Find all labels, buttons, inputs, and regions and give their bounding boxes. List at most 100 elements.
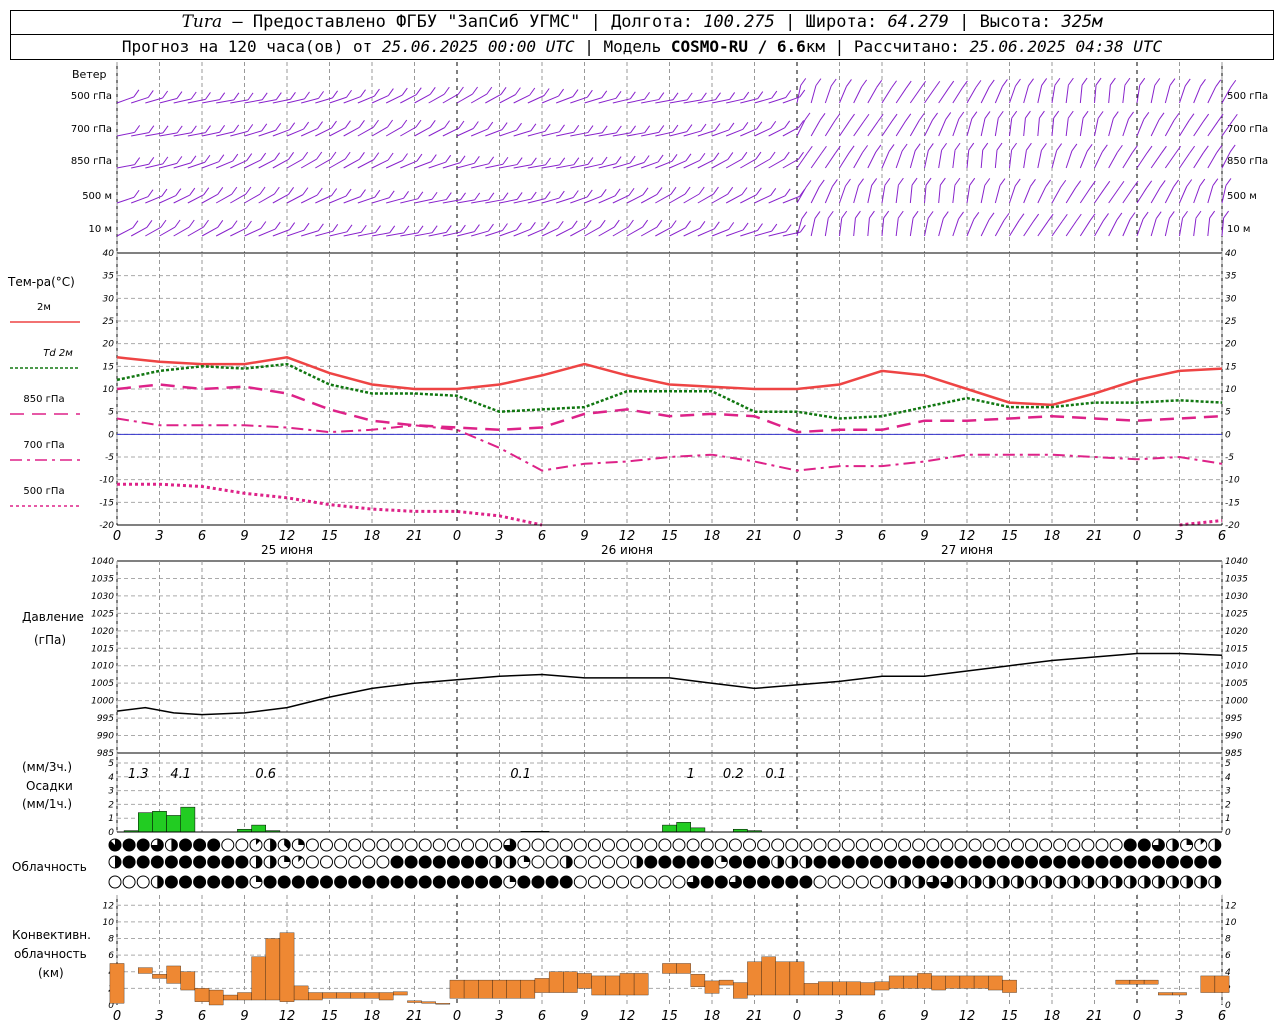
wind-barb xyxy=(810,120,821,137)
wind-barb xyxy=(173,162,192,169)
wind-barb xyxy=(456,162,475,169)
wind-barb-flag xyxy=(755,187,762,196)
cloud-octa-sector xyxy=(1214,839,1221,851)
wind-barb-flag xyxy=(925,177,932,186)
cloud-octa-fill xyxy=(1138,856,1151,868)
wind-barb-flag xyxy=(962,80,968,89)
cloud-octa-circle xyxy=(376,855,390,869)
wind-barb-flag xyxy=(162,156,169,165)
cloud-octa-circle xyxy=(982,838,996,852)
cloud-octa-fill xyxy=(757,856,770,868)
cloud-octa-circle xyxy=(334,838,348,852)
wind-barb xyxy=(471,199,489,204)
wind-barb-flag xyxy=(656,187,663,195)
wind-barb xyxy=(994,118,999,137)
wind-barb xyxy=(810,186,820,204)
temp-series-3 xyxy=(116,417,1223,472)
wind-barb-flag xyxy=(1097,111,1104,119)
cloud-octa-circle xyxy=(813,838,827,852)
wind-barb-flag xyxy=(587,157,594,165)
wind-barb xyxy=(428,93,445,104)
wind-barb-flag xyxy=(656,219,663,228)
wind-barb-flag xyxy=(558,190,565,199)
wind-barb-flag xyxy=(801,211,808,219)
wind-barb-flag xyxy=(891,113,898,122)
wind-barb xyxy=(938,150,943,169)
wind-barb xyxy=(1136,85,1141,104)
wind-barb xyxy=(924,218,929,237)
wind-barb-flag xyxy=(161,188,168,197)
temp-tick-left: 20 xyxy=(103,340,115,350)
wind-barb xyxy=(867,120,879,137)
precip-bar xyxy=(676,822,691,833)
temp-tick-left: -20 xyxy=(99,521,114,531)
wind-barb xyxy=(853,86,863,104)
cloud-octa-sector xyxy=(1200,839,1205,845)
wind-barb xyxy=(824,85,832,104)
conv-hour-tick: 0 xyxy=(1133,1009,1141,1024)
cloud-octa-fill xyxy=(1053,856,1066,868)
wind-barb xyxy=(768,231,787,237)
cloud-octa-circle xyxy=(841,875,855,889)
wind-barb-flag xyxy=(403,225,410,234)
precip-3h-value: 0.2 xyxy=(723,767,744,782)
cloud-octa-fill xyxy=(447,876,460,888)
conv-hour-tick: 6 xyxy=(198,1009,206,1024)
cloud-octa-circle xyxy=(334,855,348,869)
cloud-octa-fill xyxy=(1180,856,1193,868)
wind-barb xyxy=(513,164,532,169)
wind-barb-flag xyxy=(317,223,324,232)
wind-barb xyxy=(711,98,730,104)
temp-tick-right: 10 xyxy=(1225,385,1237,395)
cloud-octa-sector xyxy=(284,856,291,862)
wind-barb xyxy=(881,151,890,169)
precip-bar xyxy=(251,824,266,833)
wind-barb xyxy=(598,195,616,204)
wind-barb-flag xyxy=(176,125,183,134)
cloud-octa-fill xyxy=(278,876,291,888)
conv-bar xyxy=(293,985,309,1001)
wind-barb xyxy=(598,132,617,137)
conv-hour-tick: 12 xyxy=(619,1009,636,1024)
wind-barb-flag xyxy=(771,223,778,232)
conv-tick-right: 6 xyxy=(1225,951,1231,961)
wind-barb xyxy=(994,150,998,169)
wind-barb-flag xyxy=(288,152,295,160)
conv-hour-tick: 9 xyxy=(920,1009,928,1024)
wind-barb-flag xyxy=(317,121,323,129)
wind-barb xyxy=(725,194,743,204)
wind-barb-flag xyxy=(1014,178,1021,187)
temp-label: Тем-ра(°C) xyxy=(8,275,75,289)
temp-tick-left: 35 xyxy=(103,272,115,282)
wind-barb-flag xyxy=(387,152,394,161)
wind-barb xyxy=(754,97,772,104)
wind-barb-flag xyxy=(273,186,280,195)
wind-barb xyxy=(711,193,728,204)
wind-barb xyxy=(584,97,602,104)
cloud-octa-sector xyxy=(989,876,996,888)
cloud-octa-fill xyxy=(165,876,178,888)
wind-barb xyxy=(1108,85,1111,104)
wind-barb xyxy=(867,185,873,204)
wind-barb xyxy=(1051,150,1058,169)
wind-barb-flag xyxy=(629,91,636,100)
wind-barb-flag xyxy=(1132,180,1139,189)
wind-barb xyxy=(286,194,304,204)
wind-barb xyxy=(1150,218,1157,237)
pressure-tick-right: 1030 xyxy=(1225,592,1248,602)
cloud-octa-circle xyxy=(475,838,489,852)
cloud-octa-fill xyxy=(687,856,700,868)
cloud-octa-fill xyxy=(419,856,432,868)
conv-bar xyxy=(860,982,876,996)
wind-barb xyxy=(881,120,893,137)
wind-barb xyxy=(258,99,277,104)
wind-barb-flag xyxy=(1200,79,1206,87)
wind-barb xyxy=(555,227,573,237)
wind-barb-flag xyxy=(1117,144,1123,153)
cloud-octa-fill xyxy=(433,856,446,868)
hour-tick: 0 xyxy=(113,529,121,544)
cloud-octa-fill xyxy=(1152,856,1165,868)
hour-tick: 0 xyxy=(1133,529,1141,544)
conv-tick-left: 0 xyxy=(108,1001,114,1011)
wind-barb-flag xyxy=(686,92,693,101)
